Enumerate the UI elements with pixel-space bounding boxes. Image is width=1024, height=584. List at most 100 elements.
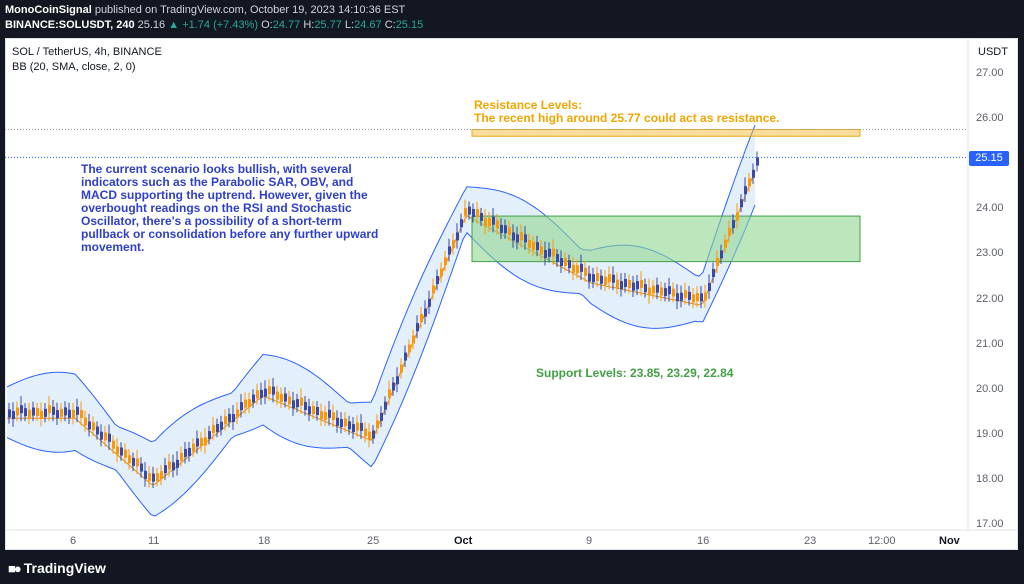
price-tick-label: 20.00 — [976, 382, 1004, 395]
time-tick-label: 18 — [258, 535, 271, 547]
candle-body — [496, 220, 499, 229]
candle-body — [340, 419, 343, 428]
time-tick-label: 23 — [804, 535, 817, 547]
candle-body — [228, 413, 231, 422]
analysis-note[interactable]: The current scenario looks bullish, with… — [81, 162, 379, 254]
candle-body — [520, 232, 523, 241]
close-value: 25.15 — [395, 19, 424, 31]
candle-body — [616, 279, 619, 288]
time-tick-label: 12:00 — [868, 535, 896, 547]
candle-body — [756, 157, 759, 166]
candle-body — [196, 438, 199, 447]
candle-body — [376, 420, 379, 429]
candle-body — [344, 418, 347, 427]
candle-body — [244, 399, 247, 408]
candle-body — [296, 399, 299, 408]
price-tick-label: 22.00 — [976, 292, 1004, 305]
candle-body — [144, 470, 147, 479]
candle-body — [116, 446, 119, 455]
candle-body — [596, 273, 599, 282]
candle-body — [40, 410, 43, 419]
time-tick-label: 6 — [70, 535, 77, 547]
candle-body — [464, 207, 467, 216]
candle-body — [180, 452, 183, 461]
candle-body — [692, 294, 695, 303]
low-label: L: — [344, 19, 355, 31]
candle-body — [232, 414, 235, 423]
candle-body — [628, 280, 631, 289]
candle-body — [480, 212, 483, 221]
candle-body — [632, 282, 635, 291]
support-levels-text[interactable]: Support Levels: 23.85, 23.29, 22.84 — [536, 366, 734, 380]
resistance-body[interactable]: The recent high around 25.77 could act a… — [474, 111, 780, 125]
candle-body — [572, 264, 575, 273]
candle-body — [308, 406, 311, 415]
candle-body — [132, 457, 135, 466]
published-text: published on TradingView.com, October 19… — [91, 4, 406, 16]
candle-body — [680, 292, 683, 301]
resistance-title[interactable]: Resistance Levels: — [474, 98, 583, 112]
candle-body — [416, 323, 419, 332]
candle-body — [256, 390, 259, 399]
candle-body — [540, 246, 543, 255]
currency-label[interactable]: USDT — [978, 46, 1008, 58]
candle-body — [84, 417, 87, 426]
symbol-ohlc-line: BINANCE:SOLUSDT, 240 25.16 ▲ +1.74 (+7.4… — [5, 19, 423, 31]
close-label: C: — [384, 19, 396, 31]
candle-body — [120, 447, 123, 456]
candle-body — [588, 273, 591, 282]
low-value: 24.67 — [354, 19, 382, 31]
open-label: O: — [261, 19, 273, 31]
candle-body — [536, 242, 539, 251]
candle-body — [720, 250, 723, 259]
price-tick-label: 17.00 — [976, 518, 1004, 530]
candle-body — [428, 298, 431, 307]
candle-body — [212, 425, 215, 434]
candle-body — [568, 260, 571, 269]
candle-body — [92, 422, 95, 431]
candle-body — [284, 393, 287, 402]
time-tick-label: 9 — [586, 535, 593, 547]
candle-body — [320, 411, 323, 420]
candle-body — [220, 421, 223, 430]
support-zone — [471, 215, 861, 263]
time-tick-label: 11 — [148, 535, 160, 547]
candle-body — [404, 352, 407, 361]
candle-body — [532, 241, 535, 250]
up-triangle-icon: ▲ — [168, 19, 180, 31]
candle-body — [564, 258, 567, 267]
candle-body — [408, 344, 411, 353]
candle-body — [492, 216, 495, 225]
candle-body — [36, 408, 39, 417]
candle-body — [124, 449, 127, 458]
price-tick-label: 18.00 — [976, 472, 1004, 485]
candle-body — [644, 284, 647, 293]
candle-body — [704, 292, 707, 301]
candle-body — [240, 402, 243, 411]
tradingview-logo-icon: ■● — [8, 561, 22, 576]
candle-body — [552, 248, 555, 257]
candle-body — [52, 406, 55, 415]
candle-body — [208, 431, 211, 440]
candle-body — [188, 447, 191, 456]
candle-body — [456, 232, 459, 241]
candle-body — [148, 473, 151, 482]
publication-header: MonoCoinSignal published on TradingView.… — [0, 0, 1024, 37]
symbol-title[interactable]: SOL / TetherUS, 4h, BINANCE — [12, 46, 162, 58]
candle-body — [364, 428, 367, 437]
candle-body — [304, 401, 307, 410]
candle-body — [740, 199, 743, 208]
candle-body — [8, 409, 11, 418]
candle-body — [356, 422, 359, 431]
candle-body — [668, 286, 671, 295]
tradingview-logo[interactable]: ■● TradingView — [8, 560, 106, 576]
candle-body — [332, 412, 335, 421]
candle-body — [16, 407, 19, 416]
candle-body — [224, 416, 227, 425]
time-tick-label: 25 — [367, 535, 380, 547]
candle-body — [312, 406, 315, 415]
candle-body — [328, 409, 331, 418]
author-name[interactable]: MonoCoinSignal — [5, 4, 92, 16]
bollinger-indicator-label[interactable]: BB (20, SMA, close, 2, 0) — [12, 61, 136, 73]
